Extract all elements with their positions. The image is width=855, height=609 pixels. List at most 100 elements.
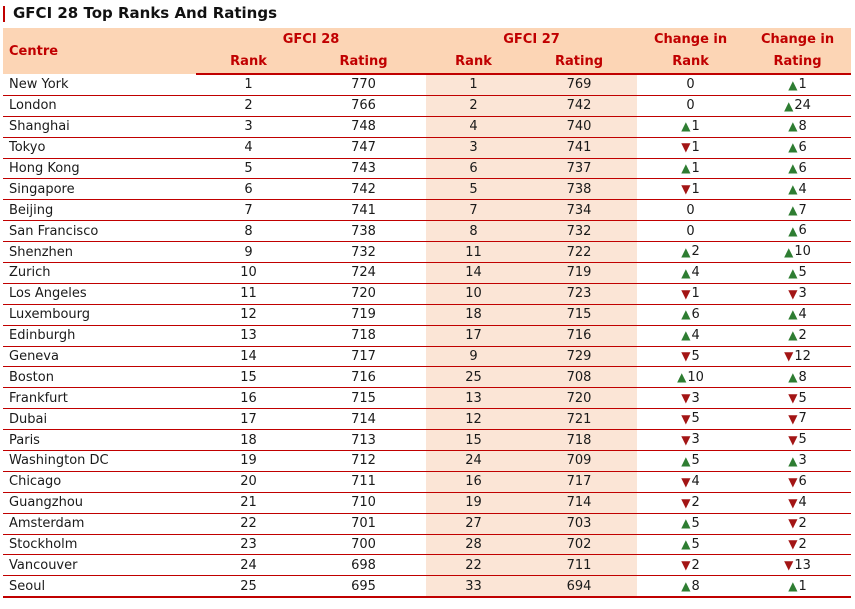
gfci27-rank: 5 [426, 178, 522, 201]
change-indicator: ▲ 4 [681, 328, 700, 343]
change-in-rank: ▼ 1 [637, 178, 745, 201]
change-indicator: 0 [686, 203, 694, 218]
gfci27-rating: 769 [521, 74, 638, 96]
change-in-rank: ▲ 1 [637, 116, 745, 138]
change-value: 3 [691, 432, 700, 448]
gfci28-rating: 717 [301, 346, 427, 368]
change-in-rating: ▼ 12 [744, 346, 852, 368]
change-in-rating: ▲ 4 [744, 304, 852, 326]
change-value: 1 [798, 578, 807, 594]
change-indicator: ▼ 1 [681, 182, 700, 197]
triangle-down-icon: ▼ [788, 411, 798, 426]
change-indicator: ▲ 10 [677, 370, 704, 385]
change-value: 4 [691, 265, 700, 281]
change-indicator: ▲ 5 [681, 516, 700, 531]
change-value: 2 [691, 244, 700, 260]
gfci28-rank: 3 [196, 116, 301, 138]
change-value: 13 [794, 557, 811, 573]
triangle-up-icon: ▲ [788, 119, 798, 134]
change-value: 0 [686, 98, 695, 114]
table-row: Tokyo 4 747 3 741 ▼ 1 ▲ 6 [3, 137, 852, 159]
change-indicator: ▼ 1 [681, 286, 700, 301]
change-indicator: 0 [686, 98, 694, 113]
change-in-rank: 0 [637, 95, 745, 117]
column-header-gfci28-rank: Rank [196, 50, 301, 75]
change-value: 2 [691, 557, 700, 573]
gfci28-rank: 15 [196, 366, 301, 389]
triangle-up-icon: ▲ [681, 119, 691, 134]
change-in-rating: ▲ 1 [744, 74, 852, 96]
gfci27-rating: 694 [521, 575, 638, 599]
page-title: GFCI 28 Top Ranks And Ratings [13, 4, 278, 22]
gfci28-rating: 718 [301, 325, 427, 347]
centre-name: Chicago [3, 471, 196, 493]
table-row: London 2 766 2 742 0 ▲ 24 [3, 95, 852, 117]
triangle-up-icon: ▲ [784, 244, 794, 259]
gfci27-rating: 738 [521, 178, 638, 201]
change-value: 4 [798, 306, 807, 322]
change-value: 3 [798, 286, 807, 302]
gfci27-rating: 708 [521, 366, 638, 389]
change-in-rating: ▲ 6 [744, 137, 852, 159]
gfci28-rank: 13 [196, 325, 301, 347]
triangle-down-icon: ▼ [788, 516, 798, 531]
triangle-down-icon: ▼ [788, 537, 798, 552]
gfci27-rank: 16 [426, 471, 522, 493]
change-indicator: ▲ 2 [681, 244, 700, 259]
gfci27-rank: 17 [426, 325, 522, 347]
triangle-down-icon: ▼ [788, 495, 798, 510]
change-indicator: ▼ 5 [788, 432, 807, 447]
change-in-rank: ▼ 1 [637, 137, 745, 159]
change-in-rank: ▼ 5 [637, 346, 745, 368]
change-indicator: ▲ 5 [681, 453, 700, 468]
gfci28-rank: 21 [196, 492, 301, 514]
triangle-down-icon: ▼ [788, 286, 798, 301]
gfci27-rank: 33 [426, 575, 522, 599]
gfci28-rating: 712 [301, 450, 427, 472]
centre-name: Luxembourg [3, 304, 196, 326]
gfci28-rank: 6 [196, 178, 301, 201]
change-in-rating: ▼ 5 [744, 387, 852, 410]
change-in-rating: ▲ 6 [744, 220, 852, 243]
change-in-rating: ▼ 6 [744, 471, 852, 493]
gfci28-rank: 5 [196, 158, 301, 180]
gfci27-rank: 6 [426, 158, 522, 180]
gfci28-rating: 748 [301, 116, 427, 138]
table-row: San Francisco 8 738 8 732 0 ▲ 6 [3, 220, 852, 243]
change-indicator: ▼ 2 [788, 516, 807, 531]
change-value: 4 [798, 495, 807, 510]
change-in-rating: ▲ 3 [744, 450, 852, 472]
change-value: 5 [691, 348, 700, 364]
change-in-rating: ▼ 3 [744, 283, 852, 305]
gfci28-rank: 4 [196, 137, 301, 159]
column-header-change-in-rank-line1: Change in [637, 28, 745, 50]
gfci27-rating: 714 [521, 492, 638, 514]
gfci27-rank: 8 [426, 220, 522, 243]
centre-name: Tokyo [3, 137, 196, 159]
gfci28-rating: 714 [301, 408, 427, 431]
triangle-up-icon: ▲ [681, 537, 691, 552]
gfci27-rank: 10 [426, 283, 522, 305]
change-in-rating: ▲ 24 [744, 95, 852, 117]
change-indicator: ▼ 12 [784, 349, 811, 364]
change-value: 2 [798, 515, 807, 531]
gfci27-rank: 3 [426, 137, 522, 159]
gfci27-rating: 720 [521, 387, 638, 410]
change-in-rank: ▲ 8 [637, 575, 745, 599]
table-row: Shanghai 3 748 4 740 ▲ 1 ▲ 8 [3, 116, 852, 138]
gfci28-rating: 720 [301, 283, 427, 305]
triangle-down-icon: ▼ [681, 182, 691, 197]
change-value: 1 [691, 181, 700, 197]
change-value: 0 [686, 223, 695, 239]
triangle-up-icon: ▲ [677, 370, 687, 385]
change-indicator: ▲ 1 [788, 77, 807, 92]
change-value: 5 [798, 265, 807, 281]
change-in-rating: ▼ 2 [744, 534, 852, 556]
change-in-rank: 0 [637, 74, 745, 96]
change-in-rating: ▼ 4 [744, 492, 852, 514]
gfci28-rating: 711 [301, 471, 427, 493]
change-indicator: ▼ 13 [784, 558, 811, 573]
gfci27-rating: 721 [521, 408, 638, 431]
change-in-rating: ▼ 5 [744, 429, 852, 452]
change-indicator: ▲ 4 [788, 182, 807, 197]
